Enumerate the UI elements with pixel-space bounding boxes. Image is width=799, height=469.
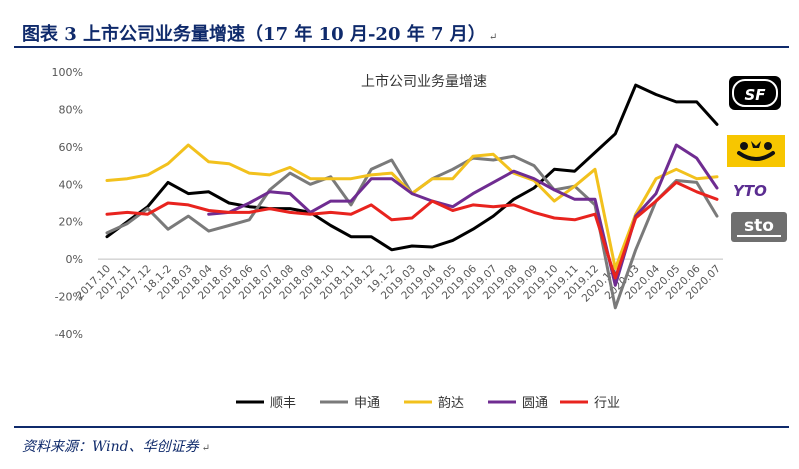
yunda-logo [727, 135, 785, 171]
y-tick-label: 20% [59, 216, 83, 229]
yto-logo-text: YTO [733, 182, 767, 200]
sf-logo-text: SF [744, 86, 766, 104]
source-note: 资料来源：Wind、华创证券 ↵ [22, 439, 210, 455]
y-tick-label: 0% [66, 253, 83, 266]
line-chart: 上市公司业务量增速-40%-20%0%20%40%60%80%100%2017.… [52, 66, 724, 411]
series-line-行业 [105, 180, 719, 280]
series-line-顺丰 [105, 83, 719, 252]
legend-label: 韵达 [438, 396, 464, 411]
yto-logo: YTO [731, 178, 783, 206]
paragraph-mark: ↵ [201, 443, 210, 454]
sto-logo-text: sto [744, 216, 774, 236]
y-tick-label: -20% [55, 291, 83, 304]
header-divider [14, 46, 789, 48]
legend-label: 行业 [594, 396, 620, 411]
y-tick-label: 80% [59, 103, 83, 116]
footer-divider [14, 426, 789, 428]
sf-logo: SF [727, 72, 783, 118]
figure-title: 图表 3 上市公司业务量增速（17 年 10 月-20 年 7 月） ↵ [22, 24, 498, 45]
y-tick-label: -40% [55, 328, 83, 341]
sto-logo: sto [731, 212, 787, 246]
chart-title: 上市公司业务量增速 [361, 73, 487, 90]
report-header: 图表 3 上市公司业务量增速（17 年 10 月-20 年 7 月） ↵ [0, 0, 799, 48]
y-tick-label: 100% [52, 66, 83, 79]
paragraph-mark: ↵ [488, 32, 498, 43]
legend-label: 顺丰 [270, 396, 296, 411]
y-tick-label: 40% [59, 178, 83, 191]
legend-label: 申通 [354, 396, 380, 411]
legend-label: 圆通 [522, 396, 548, 411]
report-footer: 资料来源：Wind、华创证券 ↵ [0, 422, 799, 469]
y-tick-label: 60% [59, 141, 83, 154]
